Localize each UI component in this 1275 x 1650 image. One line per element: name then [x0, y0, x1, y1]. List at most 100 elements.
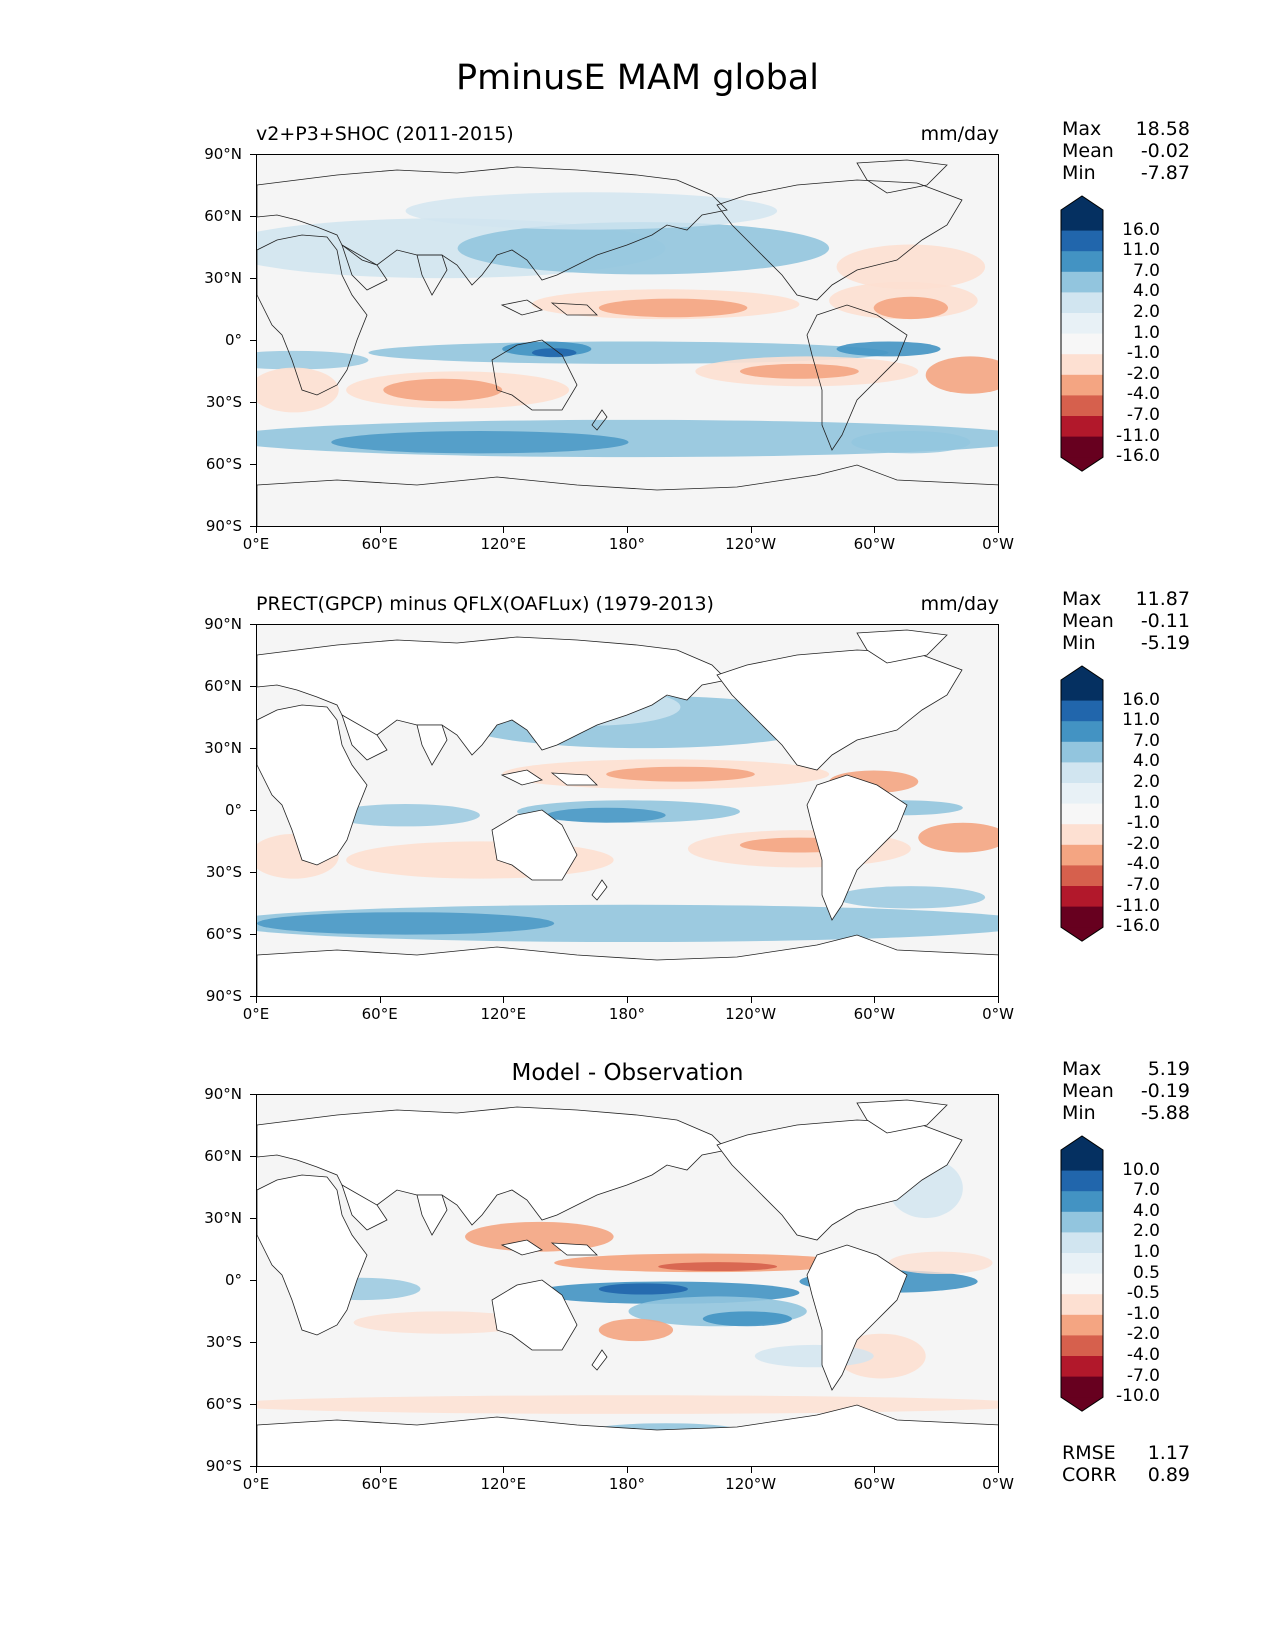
x-tick-label: 0°W	[982, 535, 1014, 553]
colorbar-level-label: -10.0	[1116, 1386, 1160, 1407]
y-tick-label: 60°N	[204, 207, 242, 225]
x-tick-label: 0°E	[242, 1475, 270, 1493]
stat-value: 5.19	[1147, 1058, 1190, 1080]
colorbar-cap-top	[1061, 666, 1103, 680]
colorbar-level-label: -1.0	[1126, 1303, 1160, 1324]
colorbar-level-label: 16.0	[1122, 219, 1160, 240]
stat-label: CORR	[1062, 1464, 1117, 1486]
summary-stats: Max 5.19 Mean -0.19 Min -5.88	[1062, 1058, 1190, 1124]
field-contour	[257, 367, 339, 413]
stat-value: -5.19	[1140, 632, 1190, 654]
y-tick-label: 30°N	[204, 269, 242, 287]
y-tick-mark	[250, 1342, 256, 1343]
colorbar-segment	[1061, 741, 1103, 763]
stat-label: RMSE	[1062, 1442, 1116, 1464]
y-tick-label: 90°N	[204, 145, 242, 163]
x-tick-label: 120°W	[725, 1005, 777, 1023]
stat-value: -0.02	[1140, 140, 1190, 162]
colorbar-level-label: 11.0	[1122, 240, 1160, 261]
colorbar-level-label: -11.0	[1116, 425, 1160, 446]
x-tick-mark	[379, 997, 381, 1003]
stat-value: 1.17	[1147, 1442, 1190, 1464]
y-tick-mark	[250, 1094, 256, 1095]
field-contour	[836, 1333, 926, 1379]
y-tick-mark	[250, 872, 256, 873]
colorbar	[1060, 195, 1104, 472]
colorbar-segment	[1061, 700, 1103, 722]
colorbar-level-label: 2.0	[1132, 1221, 1160, 1242]
y-tick-mark	[250, 464, 256, 465]
colorbar-outline	[1060, 195, 1104, 472]
y-tick-mark	[250, 1156, 256, 1157]
field-contour	[457, 222, 830, 275]
field-contour	[836, 244, 986, 290]
y-tick-label: 90°S	[205, 1457, 242, 1475]
y-tick-label: 30°N	[204, 1209, 242, 1227]
colorbar-level-label: -16.0	[1116, 916, 1160, 937]
stat-row: Mean -0.19	[1062, 1080, 1190, 1102]
x-tick-label: 60°W	[853, 1475, 896, 1493]
x-tick-mark	[256, 997, 257, 1003]
colorbar-segment	[1061, 230, 1103, 252]
colorbar-level-label: -16.0	[1116, 446, 1160, 467]
stat-row: Min -7.87	[1062, 162, 1190, 184]
field-contour	[405, 192, 778, 230]
x-tick-label: 180°	[608, 535, 646, 553]
colorbar-cap-bottom	[1061, 927, 1103, 942]
y-tick-mark	[250, 340, 256, 341]
field-contour	[836, 886, 986, 909]
x-tick-mark	[874, 997, 876, 1003]
colorbar-segment	[1061, 271, 1103, 293]
colorbar-segment	[1061, 1294, 1103, 1316]
x-tick-label: 60°E	[361, 1475, 398, 1493]
colorbar-level-label: 1.0	[1132, 322, 1160, 343]
colorbar-segment	[1061, 333, 1103, 355]
field-contour	[851, 431, 971, 454]
colorbar-outline	[1060, 1135, 1104, 1412]
x-tick-label: 180°	[608, 1475, 646, 1493]
colorbar-segment	[1061, 251, 1103, 273]
colorbar-level-label: 2.0	[1132, 302, 1160, 322]
stat-row: Max 11.87	[1062, 588, 1190, 610]
colorbar-segment	[1061, 762, 1103, 784]
colorbar-segment	[1061, 436, 1103, 458]
stat-value: -7.87	[1140, 162, 1190, 184]
x-tick-mark	[379, 527, 381, 533]
stat-label: Max	[1062, 118, 1102, 140]
colorbar-segment	[1061, 210, 1103, 232]
y-tick-label: 30°N	[204, 739, 242, 757]
stat-value: 11.87	[1135, 588, 1190, 610]
panel-units: mm/day	[920, 593, 999, 615]
colorbar	[1060, 665, 1104, 942]
x-tick-label: 120°W	[725, 535, 777, 553]
y-tick-label: 30°S	[205, 1333, 242, 1351]
map-plot	[256, 1094, 999, 1467]
colorbar-level-label: -11.0	[1116, 895, 1160, 916]
y-tick-label: 60°S	[205, 455, 242, 473]
colorbar	[1060, 1135, 1104, 1412]
x-tick-mark	[998, 527, 999, 533]
x-tick-label: 0°W	[982, 1005, 1014, 1023]
field-contour	[465, 1221, 614, 1252]
x-tick-mark	[874, 527, 876, 533]
field-contour	[257, 350, 369, 370]
colorbar-segment	[1061, 416, 1103, 438]
y-tick-mark	[250, 748, 256, 749]
y-tick-label: 90°N	[204, 1085, 242, 1103]
colorbar-level-label: 2.0	[1132, 772, 1160, 792]
stat-label: Min	[1062, 632, 1096, 654]
y-tick-label: 90°N	[204, 615, 242, 633]
field-contour	[546, 807, 666, 823]
y-tick-mark	[250, 996, 256, 997]
y-tick-mark	[250, 1466, 256, 1467]
x-tick-mark	[627, 1467, 628, 1473]
field-contour	[925, 356, 998, 394]
field-contour	[531, 348, 577, 358]
colorbar-level-label: 1.0	[1132, 1242, 1160, 1262]
field-contour	[257, 1395, 998, 1414]
x-tick-mark	[256, 1467, 257, 1473]
map-svg	[257, 625, 998, 996]
x-tick-label: 60°W	[853, 1005, 896, 1023]
colorbar-level-label: 7.0	[1132, 730, 1160, 751]
stat-value: -0.19	[1140, 1080, 1190, 1102]
